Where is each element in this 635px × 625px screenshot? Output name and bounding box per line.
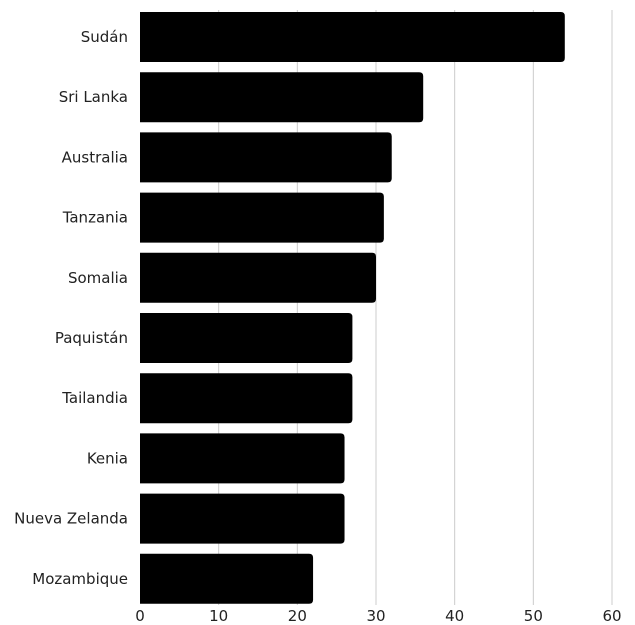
- x-tick-label-30: 30: [366, 607, 385, 625]
- x-tick-label-20: 20: [288, 607, 307, 625]
- bar-3: [140, 132, 392, 183]
- category-label-9: Nueva Zelanda: [14, 510, 128, 528]
- bar-1: [140, 12, 565, 62]
- category-label-5: Somalia: [68, 269, 128, 287]
- bar-8: [140, 433, 345, 484]
- category-label-7: Tailandia: [61, 389, 128, 407]
- x-tick-label-60: 60: [602, 607, 621, 625]
- x-tick-label-40: 40: [445, 607, 464, 625]
- x-tick-label-10: 10: [209, 607, 228, 625]
- category-label-3: Australia: [62, 148, 128, 166]
- bar-2: [140, 72, 424, 123]
- bar-7: [140, 373, 353, 424]
- category-label-2: Sri Lanka: [59, 88, 128, 106]
- bar-9: [140, 493, 345, 544]
- bar-6: [140, 313, 353, 363]
- category-labels: Sudán Sri Lanka Australia Tanzania Somalia Pa…: [14, 28, 128, 588]
- category-label-10: Mozambique: [32, 570, 128, 588]
- bars: [140, 12, 565, 604]
- bar-4: [140, 192, 384, 243]
- x-tick-label-0: 0: [135, 607, 145, 625]
- bar-10: [140, 553, 314, 604]
- x-tick-label-50: 50: [524, 607, 543, 625]
- category-label-4: Tanzania: [62, 209, 128, 227]
- bar-5: [140, 252, 376, 303]
- x-axis-tick-labels: 0 10 20 30 40 50 60: [135, 607, 621, 625]
- category-label-8: Kenia: [87, 449, 128, 467]
- category-label-6: Paquistán: [55, 329, 128, 347]
- category-label-1: Sudán: [81, 28, 128, 46]
